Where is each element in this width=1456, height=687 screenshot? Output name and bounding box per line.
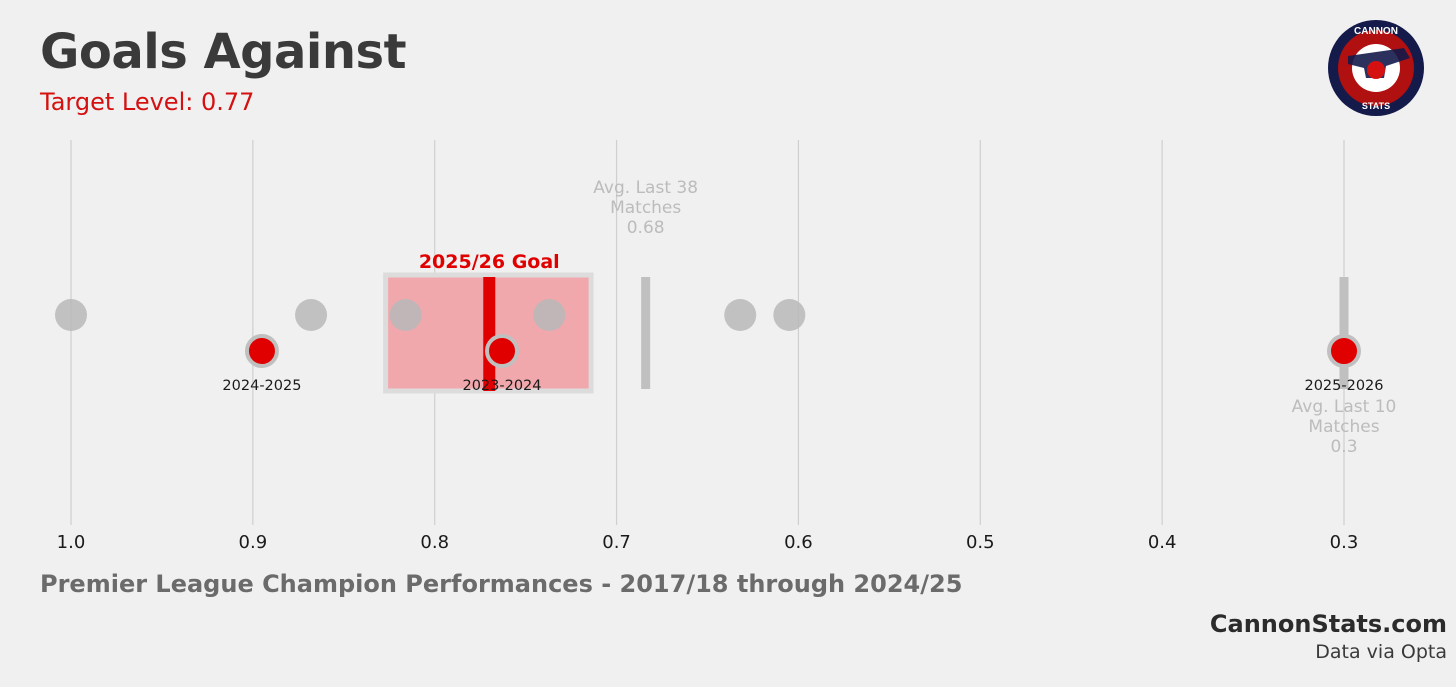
- x-tick-label: 0.4: [1148, 532, 1177, 553]
- goal-line: [483, 277, 496, 391]
- champion-season-point: [533, 299, 566, 331]
- champion-season-point: [55, 299, 87, 331]
- champion-season-point: [389, 299, 422, 331]
- average-label: Avg. Last 38: [593, 178, 698, 198]
- x-tick-label: 1.0: [57, 532, 86, 553]
- site-name: CannonStats.com: [1209, 610, 1447, 638]
- goal-label: 2025/26 Goal: [419, 251, 560, 273]
- x-tick-label: 0.6: [784, 532, 813, 553]
- data-source: Data via Opta: [1315, 641, 1447, 663]
- logo-bottom-text: STATS: [1362, 101, 1390, 111]
- arsenal-season-point: [1327, 334, 1361, 368]
- average-label: Matches: [1308, 417, 1379, 437]
- arsenal-season-point: [244, 334, 279, 368]
- average-bar: [641, 277, 651, 389]
- arsenal-season-point: [485, 334, 520, 368]
- champion-season-point: [773, 299, 806, 331]
- champion-season-point: [295, 299, 328, 331]
- x-axis-caption: Premier League Champion Performances - 2…: [40, 570, 963, 598]
- average-label: Matches: [610, 198, 681, 218]
- logo-top-text: CANNON: [1354, 26, 1398, 37]
- logo-star-mark: [1367, 61, 1385, 79]
- average-label: Avg. Last 10: [1292, 397, 1397, 417]
- x-tick-label: 0.9: [239, 532, 268, 553]
- season-label: 2023-2024: [462, 378, 541, 394]
- target-level-subtitle: Target Level: 0.77: [40, 88, 255, 116]
- x-tick-label: 0.5: [966, 532, 995, 553]
- season-label: 2025-2026: [1304, 378, 1383, 394]
- champion-season-point: [724, 299, 757, 331]
- average-bar: [1339, 277, 1349, 389]
- average-label: 0.68: [627, 218, 665, 238]
- cannonstats-logo: CANNON STATS: [1326, 18, 1426, 122]
- average-label: 0.3: [1330, 437, 1357, 457]
- x-tick-label: 0.8: [420, 532, 449, 553]
- x-tick-label: 0.7: [602, 532, 631, 553]
- chart-title: Goals Against: [40, 24, 407, 80]
- x-tick-label: 0.3: [1330, 532, 1359, 553]
- season-label: 2024-2025: [222, 378, 301, 394]
